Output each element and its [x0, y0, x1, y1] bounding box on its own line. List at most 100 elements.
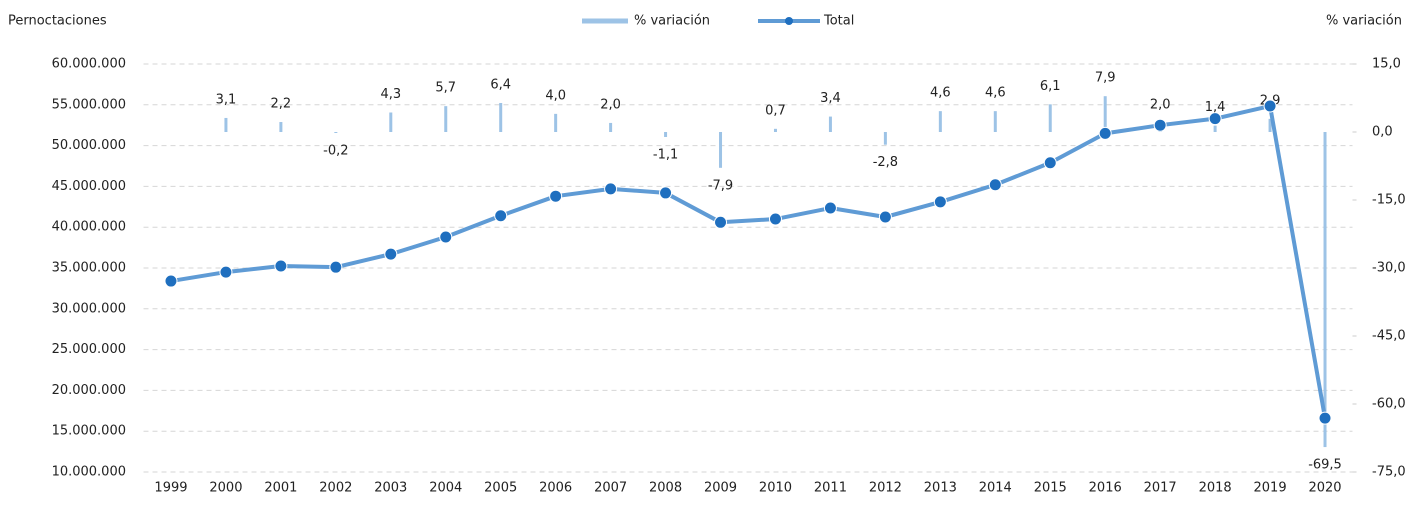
- marker: [329, 260, 343, 274]
- marker: [439, 230, 453, 244]
- bar: [938, 111, 942, 132]
- x-tick-label: 2005: [484, 481, 517, 496]
- bar: [334, 132, 338, 133]
- data-label: 0,7: [765, 103, 786, 118]
- marker: [219, 265, 233, 279]
- data-label: 3,4: [820, 91, 841, 106]
- marker: [714, 215, 728, 229]
- bar: [1268, 118, 1272, 132]
- x-tick-label: 2012: [869, 481, 902, 496]
- y-tick-label: 20.000.000: [52, 383, 126, 398]
- marker: [988, 178, 1002, 192]
- y-tick-label: 10.000.000: [52, 465, 126, 480]
- x-tick-label: 2008: [649, 481, 682, 496]
- y-axis-label: Pernoctaciones: [8, 14, 107, 29]
- x-tick-label: 2013: [924, 481, 957, 496]
- bar: [224, 117, 228, 132]
- marker: [878, 210, 892, 224]
- data-label: 1,4: [1205, 100, 1226, 115]
- data-label: -0,2: [323, 143, 348, 158]
- bar: [554, 113, 558, 132]
- bar: [664, 132, 668, 137]
- marker: [494, 209, 508, 223]
- marker: [1043, 156, 1057, 170]
- x-tick-label: 2010: [759, 481, 792, 496]
- y-tick-label: 55.000.000: [52, 97, 126, 112]
- marker: [1098, 126, 1112, 140]
- x-tick-label: 2015: [1034, 481, 1067, 496]
- x-tick-label: 2006: [539, 481, 572, 496]
- x-tick-label: 2018: [1199, 481, 1232, 496]
- marker: [1208, 112, 1222, 126]
- data-label: -2,8: [873, 155, 898, 170]
- marker: [768, 212, 782, 226]
- y-tick-label: 40.000.000: [52, 220, 126, 235]
- bar: [389, 112, 393, 132]
- data-label: -69,5: [1308, 458, 1342, 473]
- marker: [933, 195, 947, 209]
- marker: [1318, 411, 1332, 425]
- y2-tick-label: -45,0: [1372, 329, 1406, 344]
- bar: [719, 132, 723, 168]
- line: [170, 104, 1327, 419]
- y-tick-label: 45.000.000: [52, 179, 126, 194]
- data-label: 3,1: [216, 92, 237, 107]
- marker: [604, 182, 618, 196]
- bar: [1103, 96, 1107, 132]
- x-tick-label: 2014: [979, 481, 1012, 496]
- data-label: 2,2: [271, 97, 292, 112]
- data-label: 4,6: [985, 86, 1006, 101]
- marker: [549, 189, 563, 203]
- y-tick-label: 15.000.000: [52, 424, 126, 439]
- y-tick-label: 30.000.000: [52, 301, 126, 316]
- x-tick-label: 2007: [594, 481, 627, 496]
- y2-tick-label: -15,0: [1372, 193, 1406, 208]
- marker: [1263, 99, 1277, 113]
- marker: [823, 201, 837, 215]
- bar: [828, 116, 832, 132]
- bar: [609, 122, 613, 132]
- data-label: 4,6: [930, 86, 951, 101]
- y2-tick-label: 15,0: [1372, 57, 1401, 72]
- y-tick-label: 60.000.000: [52, 57, 126, 72]
- y2-axis-label: % variación: [1326, 14, 1402, 29]
- data-label: 6,4: [490, 77, 511, 92]
- x-tick-label: 2016: [1089, 481, 1122, 496]
- y2-tick-label: -75,0: [1372, 465, 1406, 480]
- marker: [659, 186, 673, 200]
- data-label: 2,0: [600, 97, 621, 112]
- bar: [993, 111, 997, 132]
- data-label: 5,7: [435, 81, 456, 96]
- x-tick-label: 2003: [374, 481, 407, 496]
- y-tick-label: 35.000.000: [52, 261, 126, 276]
- x-tick-label: 2009: [704, 481, 737, 496]
- legend-label: Total: [823, 14, 854, 29]
- bar: [279, 122, 283, 132]
- bar: [773, 128, 777, 132]
- bar: [499, 102, 503, 132]
- y2-tick-label: -30,0: [1372, 261, 1406, 276]
- data-label: 6,1: [1040, 79, 1061, 94]
- legend-marker: [785, 17, 793, 25]
- data-label: -1,1: [653, 147, 678, 162]
- y-tick-label: 25.000.000: [52, 342, 126, 357]
- y-tick-label: 50.000.000: [52, 138, 126, 153]
- y2-tick-label: -60,0: [1372, 397, 1406, 412]
- data-label: 4,3: [380, 87, 401, 102]
- marker: [384, 247, 398, 261]
- bar: [1323, 132, 1327, 448]
- x-tick-label: 2019: [1254, 481, 1287, 496]
- bar: [444, 106, 448, 132]
- bar: [1048, 104, 1052, 132]
- data-label: 2,0: [1150, 97, 1171, 112]
- x-tick-label: 2004: [429, 481, 462, 496]
- x-tick-label: 2020: [1308, 481, 1341, 496]
- x-tick-label: 2000: [209, 481, 242, 496]
- data-label: 4,0: [545, 88, 566, 103]
- x-tick-label: 2001: [264, 481, 297, 496]
- x-tick-label: 1999: [154, 481, 187, 496]
- x-tick-label: 2002: [319, 481, 352, 496]
- legend-label: % variación: [634, 14, 710, 29]
- bar: [1213, 125, 1217, 132]
